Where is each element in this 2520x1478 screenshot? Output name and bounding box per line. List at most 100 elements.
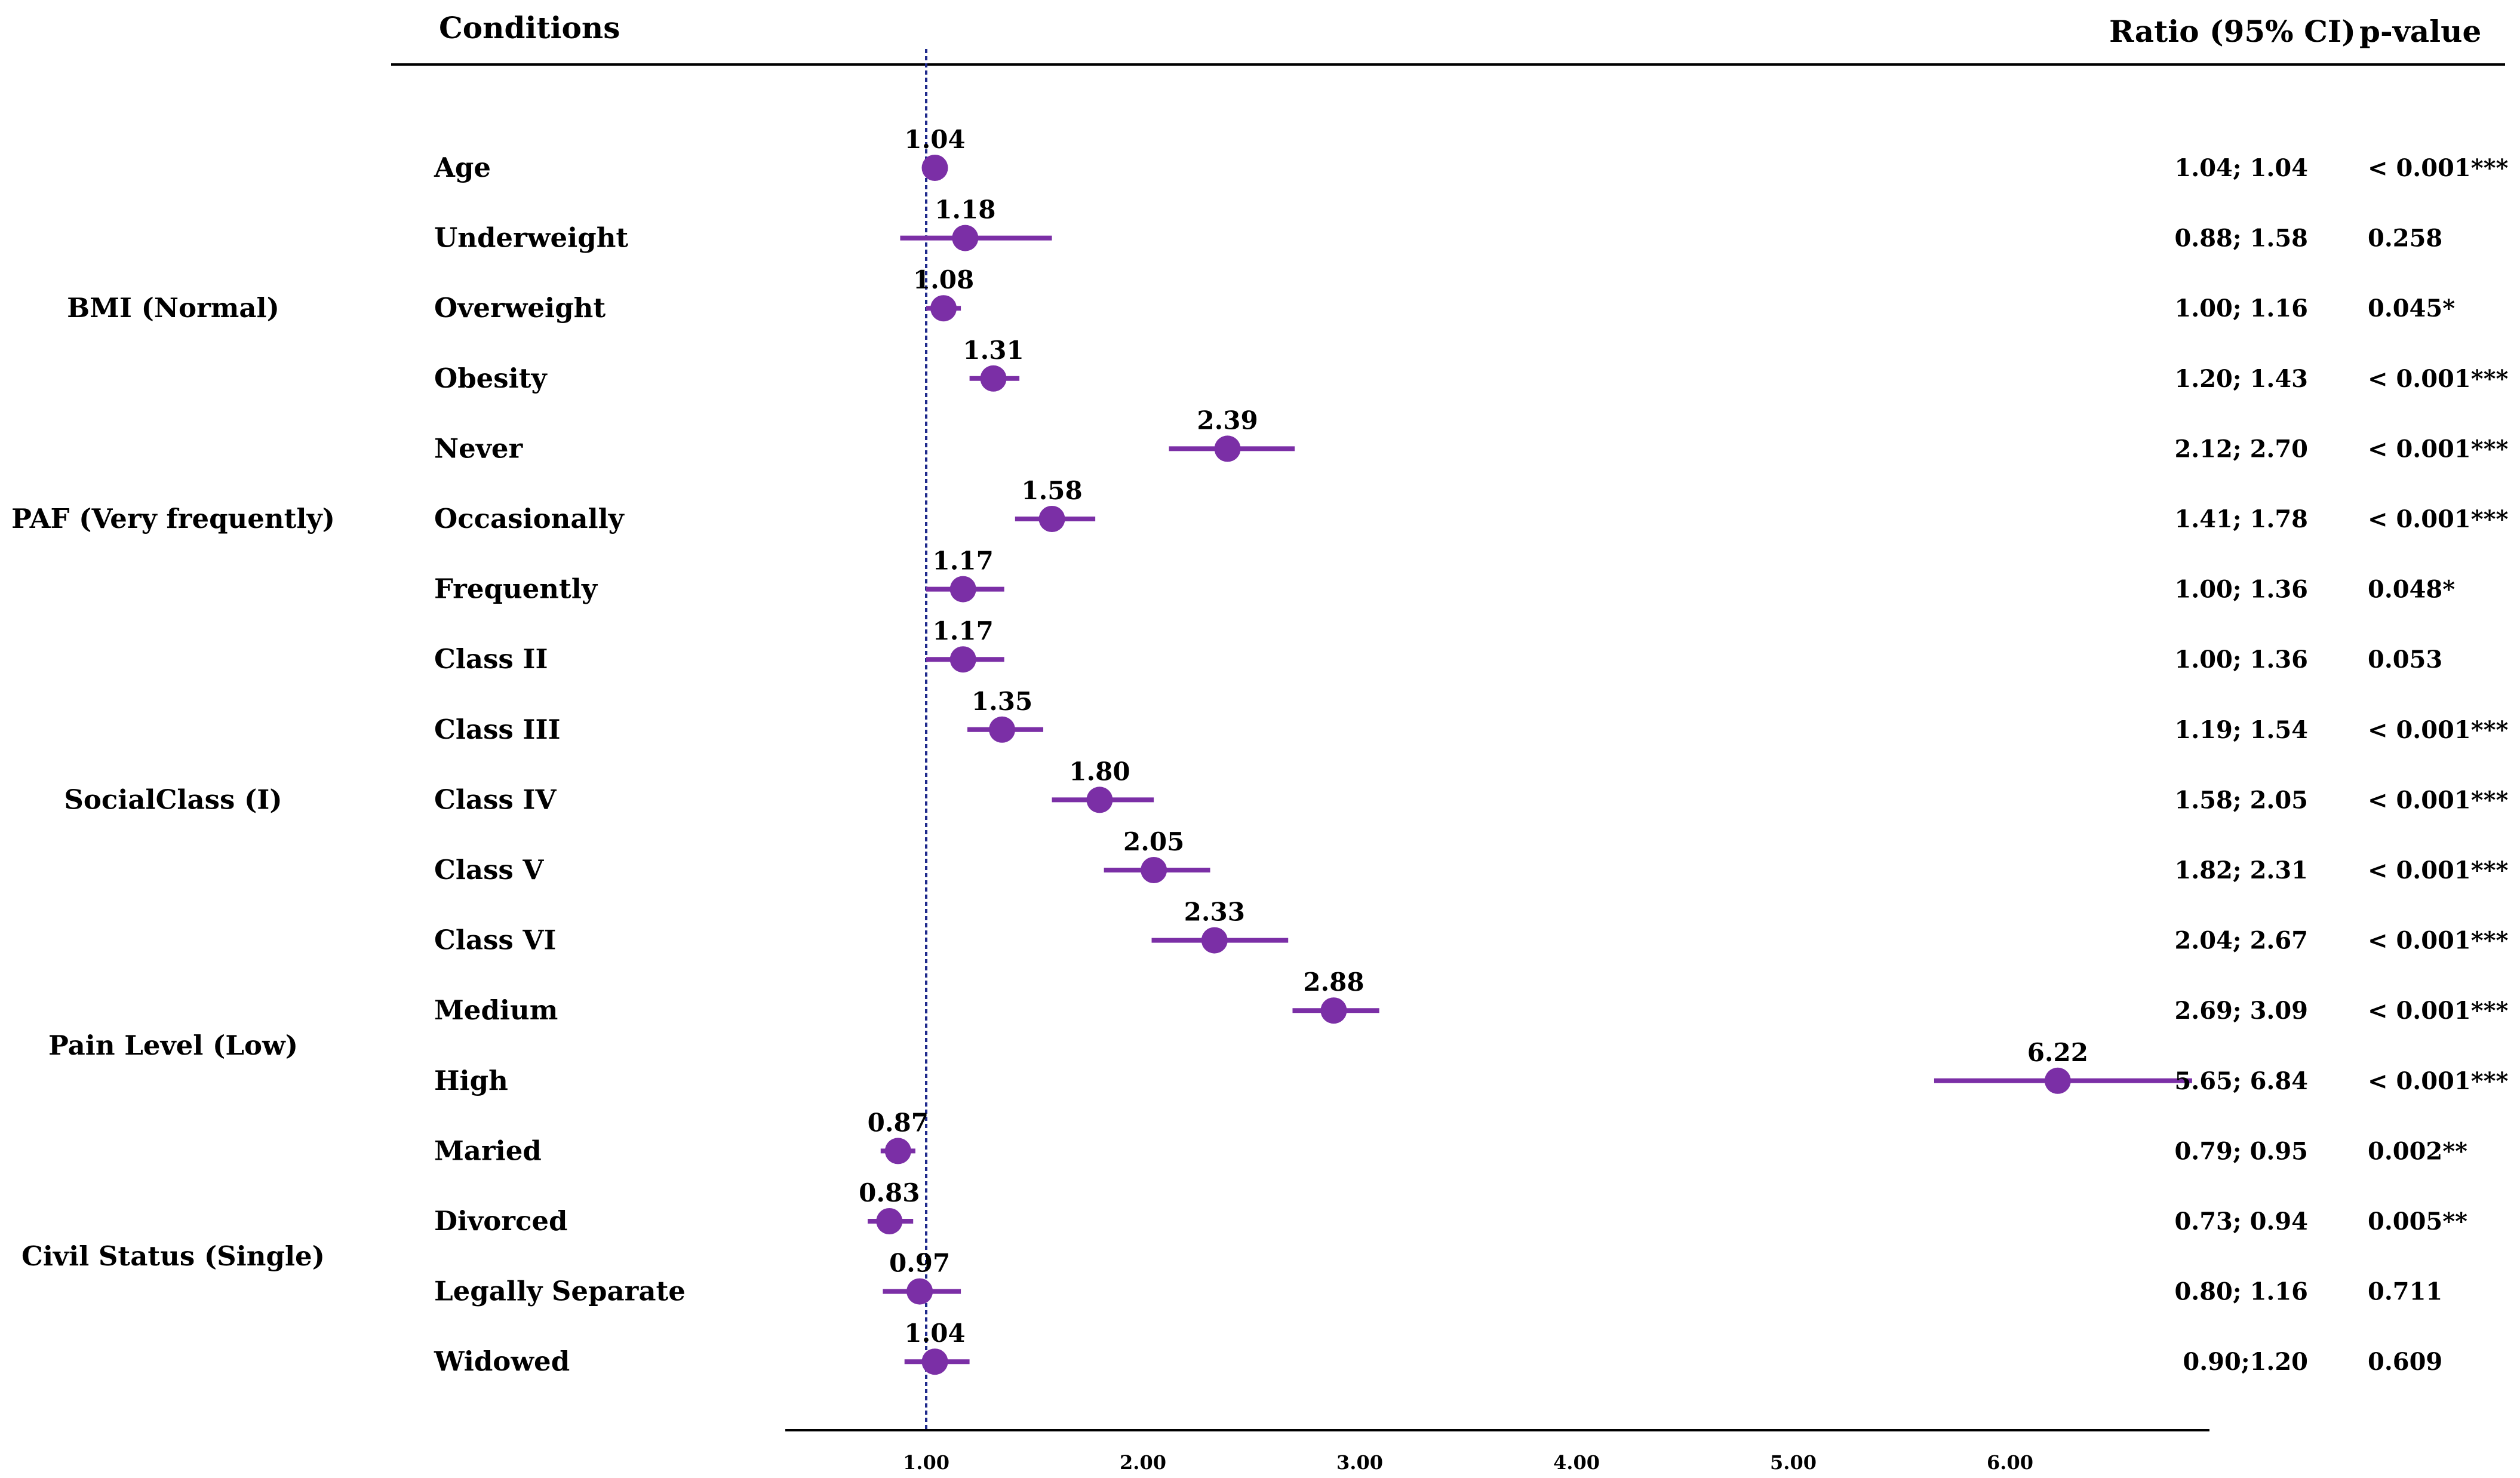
row-label: Overweight xyxy=(434,292,606,324)
p-value: 0.048* xyxy=(2368,576,2455,604)
ci-value: 2.69; 3.09 xyxy=(2174,997,2308,1025)
p-value: < 0.001*** xyxy=(2368,435,2509,463)
header-pvalue: p-value xyxy=(2359,14,2481,49)
group-label: SocialClass (I) xyxy=(64,783,282,815)
ci-value: 1.00; 1.16 xyxy=(2174,294,2308,322)
p-value: < 0.001*** xyxy=(2368,1067,2509,1095)
group-label: Pain Level (Low) xyxy=(48,1030,298,1061)
ci-value: 0.80; 1.16 xyxy=(2174,1278,2308,1306)
p-value: < 0.001*** xyxy=(2368,365,2509,393)
row-label: Divorced xyxy=(434,1205,567,1237)
row-label: Class III xyxy=(434,714,561,745)
estimate-point xyxy=(2044,1067,2071,1094)
estimate-point xyxy=(1086,786,1113,813)
estimate-label: 0.83 xyxy=(859,1178,920,1207)
ci-value: 1.58; 2.05 xyxy=(2174,786,2308,814)
row-label: Medium xyxy=(434,994,558,1026)
ci-value: 1.20; 1.43 xyxy=(2174,365,2308,393)
ci-value: 1.41; 1.78 xyxy=(2174,505,2308,533)
estimate-point xyxy=(1038,506,1065,532)
p-value: 0.053 xyxy=(2368,646,2442,674)
estimate-label: 1.04 xyxy=(904,125,965,154)
estimate-label: 2.33 xyxy=(1184,898,1245,927)
ci-value: 1.00; 1.36 xyxy=(2174,646,2308,674)
estimate-point xyxy=(980,365,1007,392)
row-label: Class IV xyxy=(434,783,557,815)
row-label: Underweight xyxy=(434,222,628,254)
estimate-point xyxy=(1214,435,1241,462)
estimate-label: 1.18 xyxy=(935,195,995,225)
group-label: Civil Status (Single) xyxy=(21,1240,325,1272)
x-tick-label: 2.00 xyxy=(1120,1451,1166,1474)
group-labels: BMI (Normal) PAF (Very frequently) SocialC… xyxy=(11,292,335,1272)
estimate-point xyxy=(949,576,976,603)
p-value: < 0.001*** xyxy=(2368,997,2509,1025)
x-tick-label: 3.00 xyxy=(1336,1451,1383,1474)
p-value: 0.005** xyxy=(2368,1207,2467,1236)
estimate-point xyxy=(921,155,948,181)
group-label: PAF (Very frequently) xyxy=(11,503,335,534)
row-label: Class VI xyxy=(434,924,556,956)
estimate-point xyxy=(989,716,1016,743)
estimate-point xyxy=(930,295,957,322)
header-ratio: Ratio (95% CI) xyxy=(2109,14,2356,49)
estimate-point xyxy=(952,225,979,251)
row-label: High xyxy=(434,1065,508,1096)
estimate-label: 2.05 xyxy=(1123,827,1184,856)
x-tick-label: 5.00 xyxy=(1770,1451,1817,1474)
estimate-label: 1.35 xyxy=(972,687,1032,716)
row-label: Class II xyxy=(434,643,548,675)
estimate-label: 2.88 xyxy=(1303,967,1364,997)
x-tick-label: 6.00 xyxy=(1987,1451,2033,1474)
estimate-point xyxy=(1201,927,1228,954)
x-tick-label: 4.00 xyxy=(1553,1451,1600,1474)
p-value: < 0.001*** xyxy=(2368,786,2509,814)
estimate-point xyxy=(921,1348,948,1375)
estimate-marks: 1.04 1.18 1.08 1.31 2.39 1.58 1.17 1.17 1.35 1.80… xyxy=(859,125,2192,1375)
ci-table: 1.04; 1.04 < 0.001*** 0.88; 1.58 0.258 1.00;… xyxy=(2174,154,2508,1376)
estimate-point xyxy=(884,1138,911,1164)
row-labels: Age Underweight Overweight Obesity Never Occa… xyxy=(434,152,686,1377)
estimate-label: 6.22 xyxy=(2027,1038,2088,1067)
ci-value: 0.73; 0.94 xyxy=(2174,1207,2308,1236)
estimate-label: 1.17 xyxy=(933,546,994,576)
estimate-label: 1.58 xyxy=(1021,476,1082,505)
estimate-label: 0.97 xyxy=(889,1249,950,1278)
ci-value: 2.04; 2.67 xyxy=(2174,927,2308,955)
p-value: < 0.001*** xyxy=(2368,927,2509,955)
p-value: 0.609 xyxy=(2368,1348,2442,1376)
estimate-label: 1.08 xyxy=(913,265,974,294)
ci-value: 1.82; 2.31 xyxy=(2174,856,2308,884)
ci-value: 1.00; 1.36 xyxy=(2174,576,2308,604)
estimate-label: 0.87 xyxy=(868,1108,929,1137)
ci-value: 2.12; 2.70 xyxy=(2174,435,2308,463)
row-label: Never xyxy=(434,432,524,464)
header-conditions: Conditions xyxy=(439,10,620,45)
estimate-point xyxy=(876,1208,903,1234)
row-label: Legally Separate xyxy=(434,1276,686,1307)
p-value: < 0.001*** xyxy=(2368,856,2509,884)
estimate-label: 2.39 xyxy=(1197,405,1258,435)
estimate-point xyxy=(1141,857,1167,883)
estimate-label: 1.04 xyxy=(904,1319,965,1348)
row-label: Widowed xyxy=(434,1345,570,1377)
row-label: Age xyxy=(434,152,491,183)
estimate-label: 1.31 xyxy=(963,336,1024,365)
p-value: 0.045* xyxy=(2368,294,2455,322)
ci-value: 1.04; 1.04 xyxy=(2174,154,2308,182)
row-label: Obesity xyxy=(434,362,548,394)
row-label: Maried xyxy=(434,1135,542,1166)
row-label: Occasionally xyxy=(434,503,625,534)
estimate-label: 1.17 xyxy=(933,616,994,646)
ci-value: 0.90;1.20 xyxy=(2183,1348,2308,1376)
estimate-point xyxy=(949,646,976,673)
ci-value: 0.79; 0.95 xyxy=(2174,1137,2308,1165)
row-label: Frequently xyxy=(434,573,598,605)
estimate-point xyxy=(1320,997,1347,1024)
p-value: 0.002** xyxy=(2368,1137,2467,1165)
estimate-label: 1.80 xyxy=(1069,757,1130,786)
p-value: < 0.001*** xyxy=(2368,505,2509,533)
x-tick-label: 1.00 xyxy=(903,1451,949,1474)
p-value: 0.258 xyxy=(2368,225,2442,253)
